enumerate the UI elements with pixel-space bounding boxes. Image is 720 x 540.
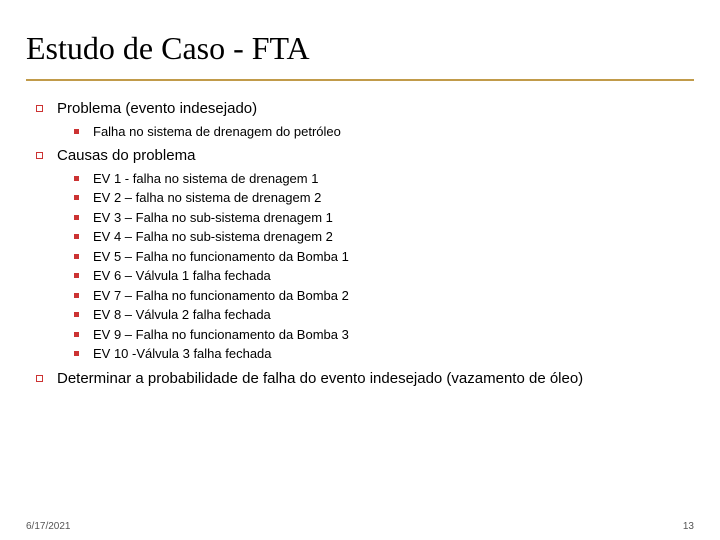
list-item-text: EV 4 – Falha no sub-sistema drenagem 2 <box>93 228 333 246</box>
bullet-small-icon <box>74 176 79 181</box>
section-determinar: Determinar a probabilidade de falha do e… <box>36 369 694 389</box>
list-item: EV 5 – Falha no funcionamento da Bomba 1 <box>74 248 694 266</box>
list-item: EV 6 – Válvula 1 falha fechada <box>74 267 694 285</box>
footer-date: 6/17/2021 <box>26 521 71 532</box>
list-item-text: EV 5 – Falha no funcionamento da Bomba 1 <box>93 248 349 266</box>
list-item: EV 7 – Falha no funcionamento da Bomba 2 <box>74 287 694 305</box>
bullet-small-icon <box>74 254 79 259</box>
list-item-text: EV 8 – Válvula 2 falha fechada <box>93 306 271 324</box>
bullet-small-icon <box>74 215 79 220</box>
bullet-small-icon <box>74 273 79 278</box>
list-item-text: EV 7 – Falha no funcionamento da Bomba 2 <box>93 287 349 305</box>
section-heading: Causas do problema <box>57 146 195 166</box>
list-item: EV 4 – Falha no sub-sistema drenagem 2 <box>74 228 694 246</box>
list-item-text: EV 9 – Falha no funcionamento da Bomba 3 <box>93 326 349 344</box>
list-item-text: EV 1 - falha no sistema de drenagem 1 <box>93 170 318 188</box>
bullet-open-icon <box>36 105 43 112</box>
slide-container: Estudo de Caso - FTA Problema (evento in… <box>0 0 720 540</box>
bullet-open-icon <box>36 152 43 159</box>
section-heading: Determinar a probabilidade de falha do e… <box>57 369 583 389</box>
list-item-text: EV 3 – Falha no sub-sistema drenagem 1 <box>93 209 333 227</box>
list-item: EV 1 - falha no sistema de drenagem 1 <box>74 170 694 188</box>
section-problema: Problema (evento indesejado) <box>36 99 694 119</box>
bullet-small-icon <box>74 293 79 298</box>
bullet-small-icon <box>74 351 79 356</box>
list-item-text: Falha no sistema de drenagem do petróleo <box>93 123 341 141</box>
section-heading: Problema (evento indesejado) <box>57 99 257 119</box>
footer-page-number: 13 <box>683 521 694 532</box>
list-item: EV 3 – Falha no sub-sistema drenagem 1 <box>74 209 694 227</box>
bullet-open-icon <box>36 375 43 382</box>
list-item: EV 2 – falha no sistema de drenagem 2 <box>74 189 694 207</box>
bullet-small-icon <box>74 312 79 317</box>
list-item: EV 10 -Válvula 3 falha fechada <box>74 345 694 363</box>
slide-title: Estudo de Caso - FTA <box>26 30 694 81</box>
list-item-text: EV 6 – Válvula 1 falha fechada <box>93 267 271 285</box>
bullet-small-icon <box>74 234 79 239</box>
section-causas: Causas do problema <box>36 146 694 166</box>
list-item: EV 8 – Válvula 2 falha fechada <box>74 306 694 324</box>
slide-footer: 6/17/2021 13 <box>26 521 694 532</box>
slide-content: Problema (evento indesejado) Falha no si… <box>26 99 694 389</box>
bullet-small-icon <box>74 129 79 134</box>
list-item-text: EV 2 – falha no sistema de drenagem 2 <box>93 189 321 207</box>
list-item: Falha no sistema de drenagem do petróleo <box>74 123 694 141</box>
bullet-small-icon <box>74 332 79 337</box>
bullet-small-icon <box>74 195 79 200</box>
list-item-text: EV 10 -Válvula 3 falha fechada <box>93 345 272 363</box>
list-item: EV 9 – Falha no funcionamento da Bomba 3 <box>74 326 694 344</box>
